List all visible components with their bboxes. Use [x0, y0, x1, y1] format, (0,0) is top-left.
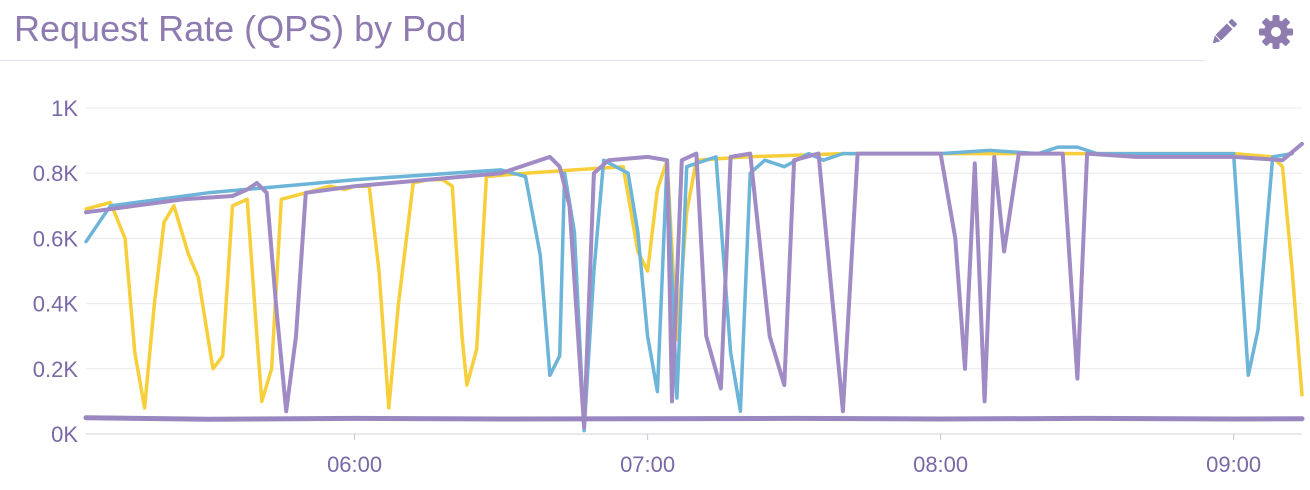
x-tick-label: 08:00: [913, 452, 968, 477]
series-line-1: [84, 151, 1304, 410]
series-lines: [83, 141, 1305, 433]
y-tick-label: 1K: [51, 96, 78, 121]
settings-button[interactable]: [1256, 10, 1296, 54]
y-tick-label: 0K: [51, 422, 78, 447]
x-tick-label: 07:00: [620, 452, 675, 477]
header-divider: [0, 60, 1205, 61]
y-tick-label: 0.8K: [33, 161, 79, 186]
chart-area: 0K 0.2K 0.4K 0.6K 0.8K 1K 06:00 07:00 08:00 09:00: [33, 96, 1305, 477]
y-tick-label: 0.6K: [33, 226, 79, 251]
y-tick-label: 0.4K: [33, 292, 79, 317]
pencil-icon: [1212, 18, 1238, 44]
x-tick-label: 09:00: [1206, 452, 1261, 477]
widget-header: Request Rate (QPS) by Pod: [0, 0, 1310, 62]
edit-button[interactable]: [1204, 10, 1244, 54]
x-tick-label: 06:00: [327, 452, 382, 477]
axis-labels: 0K 0.2K 0.4K 0.6K 0.8K 1K 06:00 07:00 08:00 09:00: [33, 96, 1261, 477]
y-tick-label: 0.2K: [33, 357, 79, 382]
chart-title: Request Rate (QPS) by Pod: [14, 8, 467, 49]
series-line-4: [83, 415, 1305, 422]
series-line-3: [84, 141, 1304, 430]
gear-icon: [1259, 15, 1293, 49]
